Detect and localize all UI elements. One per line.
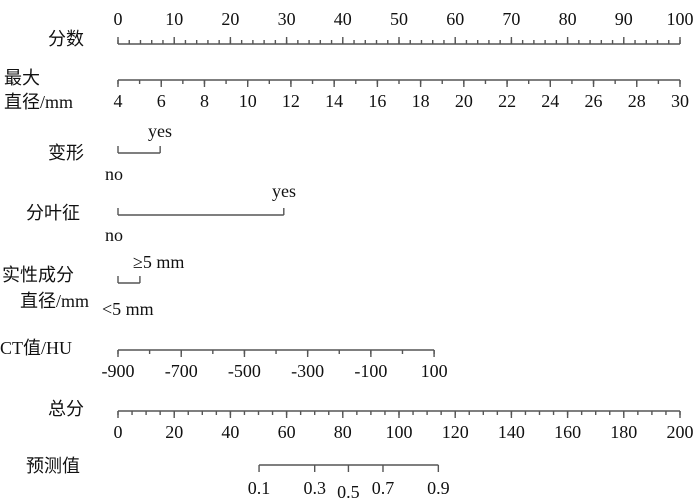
tick-label: 50 — [390, 9, 408, 29]
tick-label: 30 — [278, 9, 296, 29]
tick-label: 12 — [282, 91, 300, 111]
tick-label: 40 — [221, 422, 239, 442]
level-label: yes — [272, 181, 296, 201]
tick-label: 100 — [667, 9, 694, 29]
tick-label: 20 — [455, 91, 473, 111]
tick-label: 100 — [386, 422, 413, 442]
tick-label: 30 — [671, 91, 689, 111]
tick-label: -900 — [102, 361, 135, 381]
axis-name: 分叶征 — [26, 203, 80, 223]
axis-name: 最大 — [4, 68, 40, 88]
tick-label: 80 — [559, 9, 577, 29]
axis-name: CT值/HU — [0, 338, 72, 358]
axis-name: 总分 — [48, 399, 84, 419]
tick-label: 200 — [667, 422, 694, 442]
tick-label: 0.7 — [372, 478, 395, 498]
tick-label: -300 — [291, 361, 324, 381]
tick-label: 18 — [412, 91, 430, 111]
tick-label: 20 — [165, 422, 183, 442]
axis-name: 变形 — [48, 143, 84, 163]
tick-label: 4 — [114, 91, 123, 111]
level-label: ≥5 mm — [133, 252, 184, 272]
tick-label: 0 — [114, 9, 123, 29]
tick-label: 0.3 — [303, 478, 326, 498]
tick-label: 8 — [200, 91, 209, 111]
tick-label: 6 — [157, 91, 166, 111]
tick-label: 180 — [610, 422, 637, 442]
axis-name: 直径/mm — [20, 291, 89, 311]
tick-label: 14 — [325, 91, 343, 111]
tick-label: 10 — [239, 91, 257, 111]
level-label: no — [105, 164, 123, 184]
axis-name: 实性成分 — [2, 265, 74, 285]
tick-label: 70 — [502, 9, 520, 29]
tick-label: -100 — [354, 361, 387, 381]
tick-label: 20 — [221, 9, 239, 29]
tick-label: 0.9 — [427, 478, 450, 498]
level-label: <5 mm — [102, 299, 154, 319]
tick-label: 60 — [446, 9, 464, 29]
tick-label: 140 — [498, 422, 525, 442]
tick-label: 0 — [114, 422, 123, 442]
tick-label: 40 — [334, 9, 352, 29]
level-label: yes — [148, 121, 172, 141]
tick-label: 16 — [368, 91, 386, 111]
axis-name: 分数 — [48, 29, 84, 49]
axis-name: 预测值 — [26, 456, 80, 476]
axis-name: 直径/mm — [4, 92, 73, 112]
tick-label: 100 — [421, 361, 448, 381]
tick-label: 22 — [498, 91, 516, 111]
tick-label: 60 — [278, 422, 296, 442]
tick-label: 10 — [165, 9, 183, 29]
tick-label: 80 — [334, 422, 352, 442]
tick-label: 90 — [615, 9, 633, 29]
level-label: no — [105, 225, 123, 245]
tick-label: 0.1 — [248, 478, 271, 498]
tick-label: -500 — [228, 361, 261, 381]
tick-label: 160 — [554, 422, 581, 442]
tick-label: 24 — [541, 91, 559, 111]
tick-label: 120 — [442, 422, 469, 442]
tick-label: 28 — [628, 91, 646, 111]
tick-label: 0.5 — [337, 482, 360, 502]
tick-label: -700 — [165, 361, 198, 381]
tick-label: 26 — [585, 91, 603, 111]
